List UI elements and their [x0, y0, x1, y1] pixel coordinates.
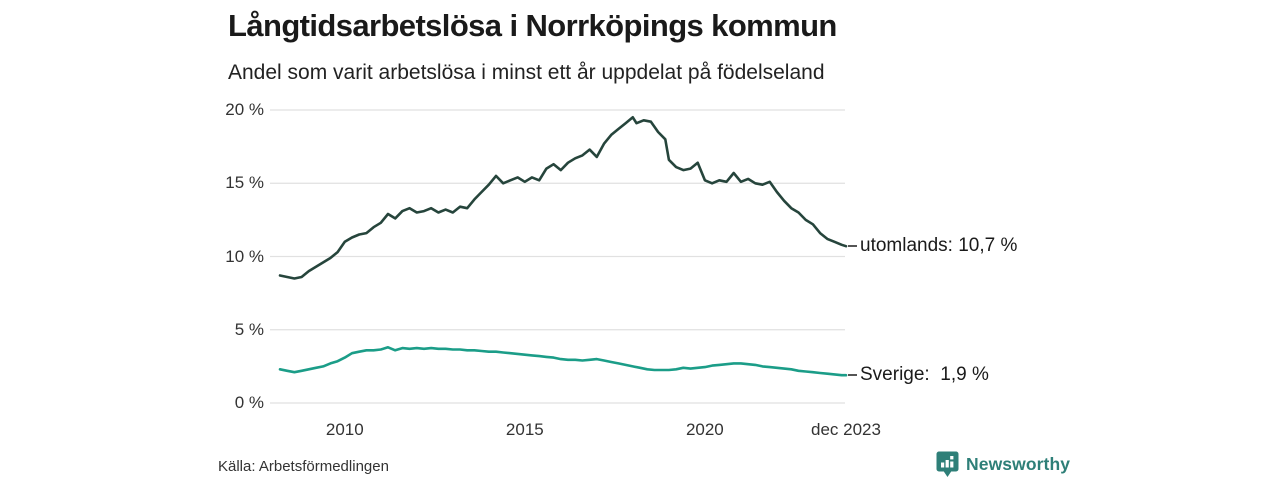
label-connector-dash — [848, 245, 857, 248]
gridlines — [270, 109, 845, 404]
y-axis-tick-label: 10 % — [225, 246, 264, 266]
y-axis-tick-label: 20 % — [225, 100, 264, 119]
series-line-sverige — [278, 345, 848, 377]
brand-lockup: Newsworthy — [936, 451, 1070, 478]
chart-title: Långtidsarbetslösa i Norrköpings kommun — [228, 8, 837, 43]
series-end-label-text: utomlands: 10,7 % — [860, 235, 1018, 257]
series-end-label-utomlands: utomlands: 10,7 % — [848, 233, 1017, 259]
x-axis-tick-label: 2010 — [325, 420, 364, 439]
newsworthy-logo-icon — [936, 451, 959, 478]
x-axis-tick-label: dec 2023 — [811, 420, 881, 439]
chart-subtitle: Andel som varit arbetslösa i minst ett å… — [228, 61, 825, 84]
brand-name: Newsworthy — [966, 454, 1071, 474]
source-note: Källa: Arbetsförmedlingen — [218, 458, 389, 475]
label-connector-dash — [848, 374, 857, 377]
series-end-label-sverige: Sverige: 1,9 % — [848, 362, 989, 388]
x-axis-tick-label: 2020 — [685, 420, 724, 439]
y-axis-tick-label: 5 % — [234, 319, 264, 339]
series-end-label-text: Sverige: 1,9 % — [860, 364, 989, 386]
x-axis-tick-label: 2015 — [505, 420, 544, 439]
y-axis-tick-label: 0 % — [234, 393, 264, 412]
series-line-utomlands — [278, 116, 848, 280]
series-lines — [278, 116, 848, 377]
y-axis-tick-label: 15 % — [225, 173, 264, 193]
